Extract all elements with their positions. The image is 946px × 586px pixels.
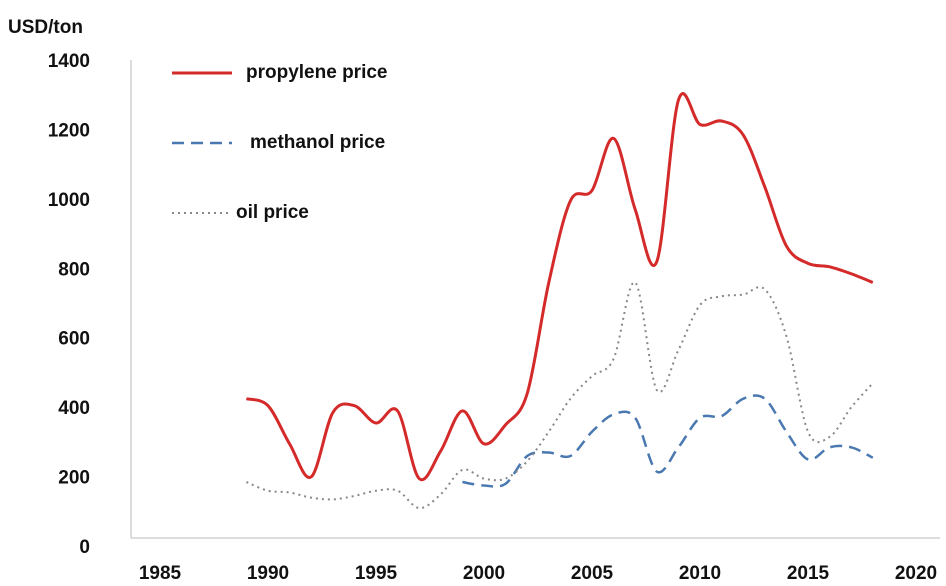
y-tick-label: 0 <box>79 537 90 558</box>
y-tick-label: 800 <box>58 259 90 280</box>
x-tick-label: 2000 <box>463 563 505 584</box>
y-tick-label: 200 <box>58 468 90 489</box>
x-tick-label: 2005 <box>571 563 614 584</box>
x-tick-label: 2010 <box>679 563 721 584</box>
x-tick-label: 1985 <box>139 563 182 584</box>
x-tick-label: 1995 <box>355 563 398 584</box>
y-tick-label: 1200 <box>48 120 90 141</box>
y-tick-label: 1000 <box>48 190 90 211</box>
y-tick-label: 400 <box>58 398 90 419</box>
x-tick-label: 1990 <box>247 563 289 584</box>
y-axis-label: USD/ton <box>8 17 83 38</box>
legend-label: oil price <box>236 202 309 223</box>
series-line <box>246 281 874 510</box>
y-tick-label: 1400 <box>48 51 90 72</box>
series-line <box>245 92 874 482</box>
x-tick-label: 2020 <box>895 563 937 584</box>
legend-label: methanol price <box>250 132 385 153</box>
legend-label: propylene price <box>246 62 388 83</box>
y-tick-label: 600 <box>58 329 90 350</box>
x-tick-label: 2015 <box>787 563 830 584</box>
series-line <box>462 394 874 488</box>
